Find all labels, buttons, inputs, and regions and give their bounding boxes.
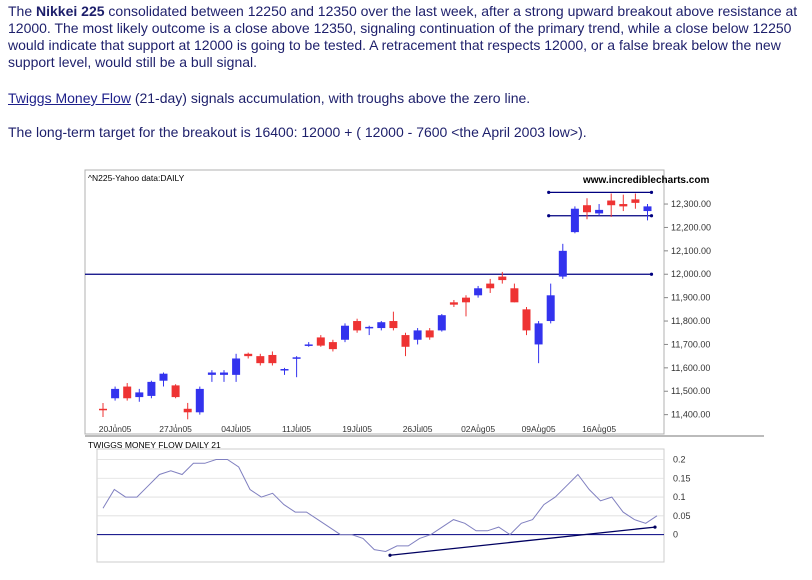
watermark: www.incrediblecharts.com: [582, 175, 709, 186]
price-y-tick-label: 11,400.00: [671, 410, 710, 420]
article-paragraph-2: Twiggs Money Flow (21-day) signals accum…: [8, 90, 798, 107]
candle-body: [268, 354, 277, 364]
price-panel: [84, 169, 665, 435]
tmf-title: TWIGGS MONEY FLOW DAILY 21: [88, 440, 221, 450]
price-line-endpoint: [649, 190, 654, 194]
candle-body: [353, 321, 362, 331]
price-horizontal-lines: [85, 190, 654, 276]
candle-body: [99, 408, 107, 411]
chart-figure: ^N225-Yahoo data:DAILY www.incrediblecha…: [84, 169, 764, 563]
candle-body: [570, 208, 579, 233]
source-label: ^N225-Yahoo data:DAILY: [88, 173, 185, 183]
twiggs-money-flow-link[interactable]: Twiggs Money Flow: [8, 90, 131, 106]
price-line-endpoint: [547, 190, 551, 194]
candle-body: [171, 385, 180, 398]
tmf-plot: [102, 459, 658, 557]
price-line-endpoint: [547, 214, 551, 218]
candle-body: [377, 322, 386, 329]
candle-body: [401, 335, 410, 347]
candle-body: [462, 297, 470, 303]
candle-body: [619, 204, 628, 207]
tmf-trendline-endpoint: [653, 525, 657, 529]
candle-body: [232, 358, 241, 375]
candle-body: [558, 250, 567, 277]
tmf-y-tick-label: 0.15: [673, 473, 691, 483]
price-line-endpoint: [649, 214, 654, 218]
price-candles: [99, 193, 652, 420]
price-y-tick-label: 12,000.00: [671, 269, 711, 279]
price-y-tick-label: 11,800.00: [671, 316, 710, 326]
candle-body: [292, 357, 301, 359]
candle-body: [522, 309, 531, 331]
article-paragraph-1: The Nikkei 225 consolidated between 1225…: [8, 3, 798, 71]
price-x-tick-label: 26Jul05: [403, 424, 433, 434]
candle-body: [486, 283, 495, 289]
candle-body: [546, 295, 555, 322]
index-name: Nikkei 225: [36, 3, 105, 19]
tmf-y-tick-label: 0: [673, 530, 678, 540]
price-y-tick-label: 12,300.00: [671, 199, 711, 209]
candle-body: [510, 288, 519, 303]
price-y-tick-label: 11,500.00: [671, 386, 710, 396]
candle-body: [437, 315, 446, 331]
tmf-y-axis: 0 0.05 0.1 0.15 0.2: [97, 455, 691, 540]
candle-body: [595, 209, 604, 214]
price-x-tick-label: 11Jul05: [282, 424, 311, 434]
candle-body: [220, 372, 228, 375]
p1-prefix: The: [8, 3, 37, 19]
price-x-tick-label: 04Jul05: [221, 424, 251, 434]
candle-body: [147, 381, 156, 396]
tmf-y-tick-label: 0.2: [673, 455, 686, 465]
price-x-tick-label: 20Jun05: [99, 424, 132, 434]
tmf-trendline: [389, 526, 656, 556]
candle-body: [534, 323, 543, 345]
candle-body: [365, 326, 374, 329]
candle-body: [389, 321, 398, 329]
candle-body: [304, 344, 313, 346]
candle-body: [195, 388, 204, 413]
candle-body: [135, 392, 144, 398]
candle-body: [449, 302, 458, 305]
candle-body: [425, 330, 434, 338]
price-x-tick-label: 27Jun05: [159, 424, 192, 434]
candle-body: [413, 330, 422, 340]
candle-body: [583, 205, 591, 213]
candle-body: [607, 200, 616, 206]
price-y-tick-label: 11,900.00: [671, 293, 710, 303]
price-x-tick-label: 19Jul05: [342, 424, 372, 434]
candle-body: [207, 372, 216, 375]
price-x-tick-label: 02Aug05: [461, 424, 495, 434]
price-x-axis: 20Jun05 27Jun05 04Jul05 11Jul05 19Jul05 26Jul…: [99, 424, 616, 434]
price-y-tick-label: 12,100.00: [671, 246, 711, 256]
p2-text: (21-day) signals accumulation, with trou…: [130, 90, 531, 106]
price-y-axis: 11,400.00 11,500.00 11,600.00 11,700.00 11,8…: [664, 199, 711, 420]
price-x-tick-label: 09Aug05: [522, 424, 556, 434]
tmf-panel: [96, 448, 665, 563]
price-line-endpoint: [649, 272, 654, 276]
candle-body: [159, 373, 168, 381]
candle-body: [123, 386, 132, 399]
candle-body: [244, 353, 253, 357]
candle-body: [474, 288, 483, 296]
candle-body: [256, 356, 265, 364]
candle-body: [341, 325, 349, 340]
candle-body: [328, 342, 337, 350]
tmf-line: [102, 459, 658, 553]
candle-body: [631, 199, 640, 203]
candle-body: [643, 206, 652, 212]
candle-body: [111, 388, 120, 399]
tmf-y-tick-label: 0.1: [673, 492, 686, 502]
price-y-tick-label: 11,600.00: [671, 363, 710, 373]
price-x-tick-label: 16Aug05: [582, 424, 616, 434]
candle-body: [316, 337, 325, 346]
candle-body: [280, 369, 289, 371]
price-y-tick-label: 11,700.00: [671, 339, 710, 349]
article-paragraph-3: The long-term target for the breakout is…: [8, 124, 587, 140]
price-y-tick-label: 12,200.00: [671, 222, 711, 232]
tmf-y-tick-label: 0.05: [673, 511, 691, 521]
p1-text: consolidated between 12250 and 12350 ove…: [8, 3, 798, 70]
tmf-trendline-endpoint: [388, 553, 392, 557]
candle-body: [183, 408, 192, 413]
candle-body: [498, 276, 507, 281]
